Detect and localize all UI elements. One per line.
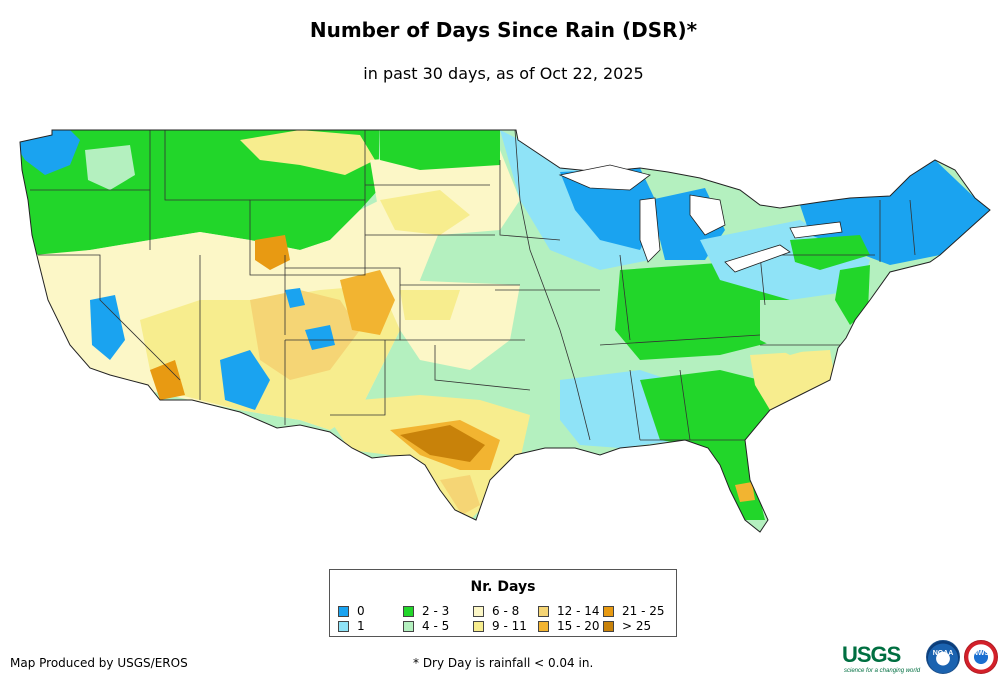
legend-label: 9 - 11 [492,619,527,633]
legend-label: 1 [357,619,365,633]
state-line-ok-tx [434,345,531,391]
legend-swatch [338,606,349,617]
state-line-ny-ne [879,199,916,262]
state-line-tn-ky [599,334,761,346]
state-line-dakotas [365,184,495,236]
dsr-zone-ks-b [400,290,460,320]
legend-title: Nr. Days [470,579,536,595]
state-line-ms-al [629,369,691,441]
great-lakes [558,164,843,273]
agency-logos: USGS science for a changing world NOAA N… [842,640,1002,680]
dsr-zone-4corners [250,290,360,380]
dsr-zone-wa-coast [20,130,80,175]
dsr-zone-carolinas [750,350,835,410]
state-line-wy [249,199,366,276]
dsr-zone-ut-wet [285,288,305,308]
legend-label: 12 - 14 [557,604,600,618]
legend-swatch [403,606,414,617]
lake-erie [724,244,791,273]
dsr-zone-utah-dry [255,235,290,270]
state-line-ca-nv [38,254,181,381]
state-line-nm-tx [330,340,386,416]
legend-label: > 25 [622,619,652,633]
legend-swatch [338,621,349,632]
state-line-il-in [619,254,631,341]
us-dsr-map [19,129,991,533]
lake-michigan [639,197,661,263]
legend-item: 1 [338,620,365,633]
dsr-zone-colorado-dry [340,270,395,335]
dsr-zone-az-wet [220,350,270,410]
dsr-zone-appalachia [760,300,845,355]
legend-item: 6 - 8 [473,605,519,618]
dsr-zone-texas-c [400,425,485,462]
state-line-id-mt [164,130,250,201]
legend-item: 9 - 11 [473,620,527,633]
state-line-oh-pa [759,254,875,306]
legend-swatch [538,621,549,632]
dsr-zone-nw-patch [85,145,135,190]
legend-label: 21 - 25 [622,604,665,618]
state-boundaries [30,129,916,441]
legend-swatch [473,621,484,632]
dsr-zone-co-wet [305,325,335,350]
legend-item: 21 - 25 [603,605,665,618]
legend-swatch [473,606,484,617]
us-outline [19,129,991,533]
nws-logo: NWS [964,640,998,674]
noaa-logo-text: NOAA [932,650,954,657]
legend-item: > 25 [603,620,651,633]
legend-label: 0 [357,604,365,618]
dsr-zone-wi [560,168,660,250]
usgs-logo: USGS [842,642,901,668]
legend-label: 15 - 20 [557,619,600,633]
legend-item: 2 - 3 [403,605,449,618]
legend-item: 4 - 5 [403,620,449,633]
legend-item: 0 [338,605,365,618]
state-line-co [285,267,401,341]
lake-ontario [789,221,843,239]
usgs-tagline: science for a changing world [844,668,921,674]
dry-day-footnote: * Dry Day is rainfall < 0.04 in. [413,656,594,670]
map-subtitle: in past 30 days, as of Oct 22, 2025 [363,64,644,83]
dsr-zone-south-tx [440,475,480,515]
map-credit: Map Produced by USGS/EROS [10,656,188,670]
legend-label: 2 - 3 [422,604,450,618]
state-line-mn-wi [499,160,561,241]
legend-item: 15 - 20 [538,620,600,633]
dsr-zone-mid-atl [835,265,870,325]
dsr-zone-nv-wet [90,295,125,360]
legend-label: 4 - 5 [422,619,450,633]
map-title: Number of Days Since Rain (DSR)* [309,18,698,42]
legend-swatch [603,606,614,617]
dsr-zone-ny [790,235,870,270]
legend-item: 12 - 14 [538,605,600,618]
legend-swatch [403,621,414,632]
lake-superior [558,164,651,191]
nws-logo-text: NWS [972,650,990,657]
usgs-logo-text: USGS [842,642,901,667]
noaa-logo: NOAA [926,640,960,674]
dsr-zone-nd [380,130,500,170]
dsr-zone-florida [700,440,765,520]
dsr-zone-montana-dry [240,130,375,175]
dsr-zone-southeast [640,370,770,460]
dsr-zone-nplains-b [380,190,470,235]
dsr-zone-fl-dry [735,482,755,502]
legend-label: 6 - 8 [492,604,520,618]
legend-swatch [538,606,549,617]
dsr-zone-ca-dry [150,360,185,400]
lake-huron [689,194,726,236]
legend-swatch [603,621,614,632]
